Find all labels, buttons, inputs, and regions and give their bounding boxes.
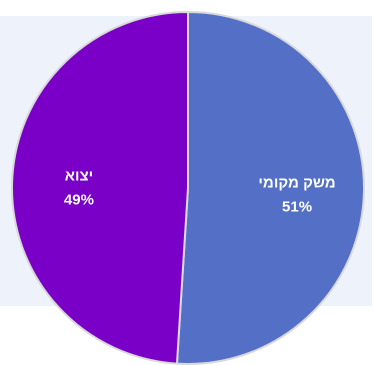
pie-slice-0 bbox=[175, 10, 365, 365]
labels-layer: משק מקומי 51% יצוא 49% bbox=[64, 168, 336, 216]
slice-value-label: 49% bbox=[64, 192, 94, 209]
pie-slice-1 bbox=[11, 10, 189, 365]
slice-category-label: משק מקומי bbox=[258, 174, 335, 191]
slice-category-label: יצוא bbox=[65, 168, 93, 185]
slices-layer bbox=[11, 10, 365, 365]
slice-value-label: 51% bbox=[282, 198, 312, 215]
